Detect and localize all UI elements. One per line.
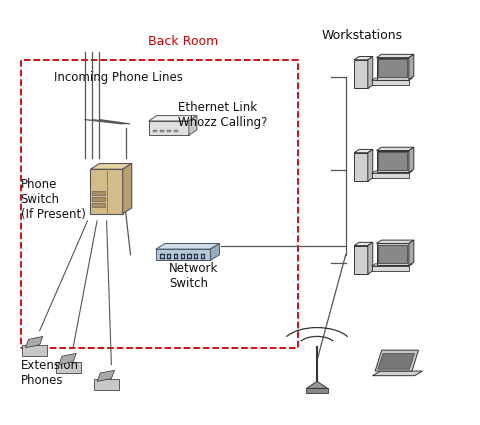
Polygon shape	[374, 350, 418, 371]
Bar	[152, 130, 156, 133]
Polygon shape	[122, 164, 132, 213]
Polygon shape	[378, 60, 406, 77]
Text: Incoming Phone Lines: Incoming Phone Lines	[54, 71, 182, 84]
Bar	[167, 130, 170, 133]
Polygon shape	[189, 116, 196, 135]
Bar	[159, 130, 163, 133]
Polygon shape	[371, 80, 408, 85]
Polygon shape	[371, 78, 412, 80]
Polygon shape	[376, 244, 408, 265]
Polygon shape	[353, 153, 367, 181]
Polygon shape	[90, 169, 122, 213]
Polygon shape	[148, 121, 189, 135]
Polygon shape	[353, 57, 372, 60]
Polygon shape	[371, 266, 408, 271]
Polygon shape	[353, 242, 372, 246]
Polygon shape	[376, 147, 413, 150]
Polygon shape	[408, 147, 413, 173]
Polygon shape	[94, 379, 119, 390]
Polygon shape	[367, 150, 372, 181]
Polygon shape	[367, 242, 372, 274]
Polygon shape	[372, 371, 421, 376]
Polygon shape	[353, 246, 367, 274]
Polygon shape	[408, 240, 413, 265]
Bar	[173, 130, 178, 133]
Polygon shape	[210, 244, 219, 261]
Text: Extension
Phones: Extension Phones	[21, 359, 78, 387]
Polygon shape	[22, 345, 48, 356]
Polygon shape	[376, 150, 408, 173]
Text: Workstations: Workstations	[321, 28, 402, 42]
Polygon shape	[353, 60, 367, 88]
Polygon shape	[371, 171, 412, 173]
Polygon shape	[378, 245, 406, 263]
Polygon shape	[148, 116, 196, 121]
Text: Ethernet Link
Whozz Calling?: Ethernet Link Whozz Calling?	[178, 102, 267, 129]
Bar	[306, 388, 327, 393]
Polygon shape	[376, 58, 408, 79]
Polygon shape	[376, 240, 413, 244]
Polygon shape	[408, 54, 413, 79]
Polygon shape	[156, 244, 219, 249]
Polygon shape	[367, 57, 372, 88]
Polygon shape	[377, 354, 414, 369]
Polygon shape	[376, 54, 413, 58]
Polygon shape	[371, 173, 408, 178]
Polygon shape	[353, 150, 372, 153]
Text: Back Room: Back Room	[148, 35, 218, 48]
Polygon shape	[97, 370, 114, 381]
Polygon shape	[306, 381, 327, 388]
Bar	[92, 204, 105, 207]
Polygon shape	[56, 362, 81, 373]
Bar	[92, 191, 105, 195]
Polygon shape	[378, 152, 406, 170]
Polygon shape	[59, 354, 76, 365]
Polygon shape	[156, 249, 210, 261]
Bar	[92, 197, 105, 201]
Text: Phone
Switch
(If Present): Phone Switch (If Present)	[21, 178, 85, 221]
Polygon shape	[90, 164, 132, 169]
Polygon shape	[371, 264, 412, 266]
Text: Network
Switch: Network Switch	[168, 262, 218, 290]
Polygon shape	[25, 337, 43, 348]
